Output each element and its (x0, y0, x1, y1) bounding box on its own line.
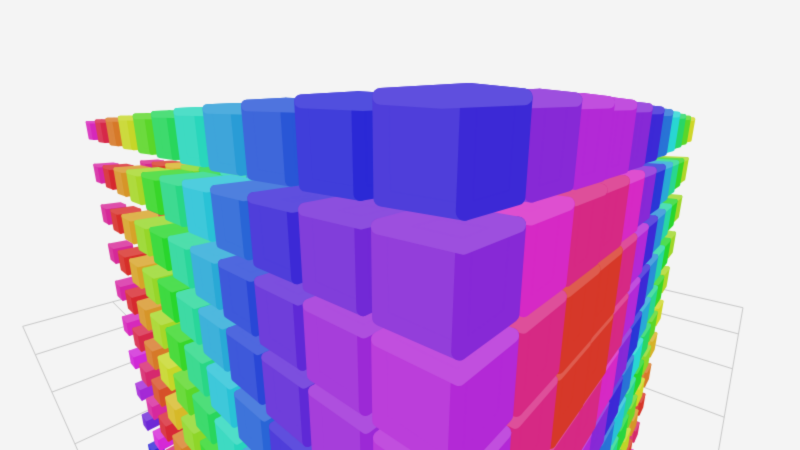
cubes-3d-canvas[interactable] (0, 0, 800, 450)
webgl-viewport (0, 0, 800, 450)
